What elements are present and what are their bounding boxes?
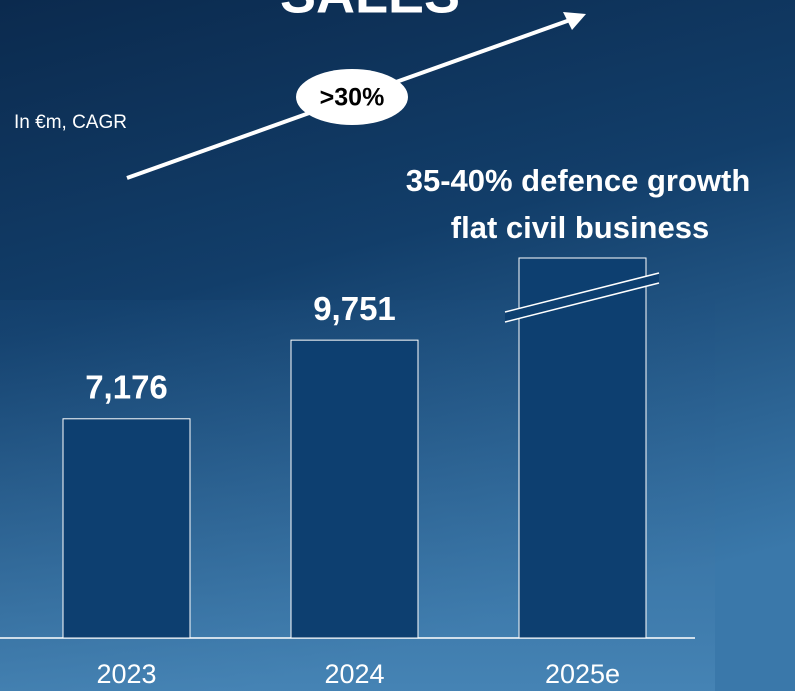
value-label: 7,176 [85, 369, 168, 406]
axis-break-line [504, 282, 660, 323]
x-tick-label: 2024 [324, 659, 384, 689]
value-label: 9,751 [313, 290, 396, 327]
x-tick-label: 2023 [96, 659, 156, 689]
x-tick-label: 2025e [545, 659, 620, 689]
cagr-badge [296, 69, 408, 125]
bar [62, 418, 191, 639]
note: flat civil business [451, 210, 709, 245]
bar [518, 257, 647, 639]
note: 35-40% defence growth [406, 163, 751, 198]
subtitle: In €m, CAGR [14, 112, 127, 133]
arrow-head [563, 12, 586, 30]
axis-break-line [504, 272, 660, 313]
axis-break [505, 273, 659, 322]
bar [290, 339, 419, 639]
cagr-label: >30% [320, 84, 385, 112]
chart-title: SALES [280, 0, 460, 24]
